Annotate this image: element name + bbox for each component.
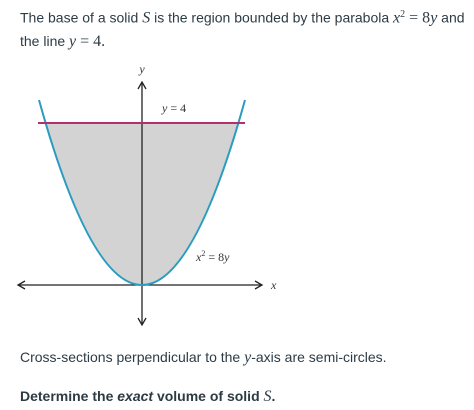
text: -axis are semi-circles. [251, 349, 387, 365]
cross-section-text: Cross-sections perpendicular to the y-ax… [20, 346, 387, 369]
text: Cross-sections perpendicular to the [20, 349, 245, 365]
emphasis: exact [117, 388, 154, 404]
curve-label: x2 = 8y [195, 249, 230, 264]
math: = 4. [76, 32, 106, 50]
math: 2 [201, 249, 205, 258]
intro-text: The base of a solid S is the region boun… [20, 4, 465, 53]
math: S [263, 388, 272, 405]
line-label: y = 4 [161, 101, 186, 115]
x-axis-label: x [270, 278, 277, 292]
parabola [38, 99, 246, 286]
math: = 8 [205, 250, 224, 264]
text: the line [20, 32, 70, 49]
text: is the region bounded by the parabola [150, 9, 394, 26]
math: = 8 [405, 9, 431, 27]
y-axis-label: y [138, 62, 145, 76]
text: . [271, 388, 276, 404]
math: y [69, 32, 77, 50]
math: x [393, 9, 401, 27]
math: y [244, 349, 252, 366]
text: and [437, 9, 465, 26]
math: x [195, 250, 202, 264]
text: volume of solid [153, 388, 264, 404]
math: 2 [400, 9, 406, 20]
math: y [161, 101, 168, 115]
math: y [223, 250, 230, 264]
math: y [430, 9, 438, 27]
math: = 4 [167, 101, 186, 115]
question-text: Determine the exact volume of solid S. [20, 385, 275, 408]
text: The base of a solid [20, 9, 143, 26]
text: Determine the [20, 388, 118, 404]
math: S [142, 9, 151, 27]
